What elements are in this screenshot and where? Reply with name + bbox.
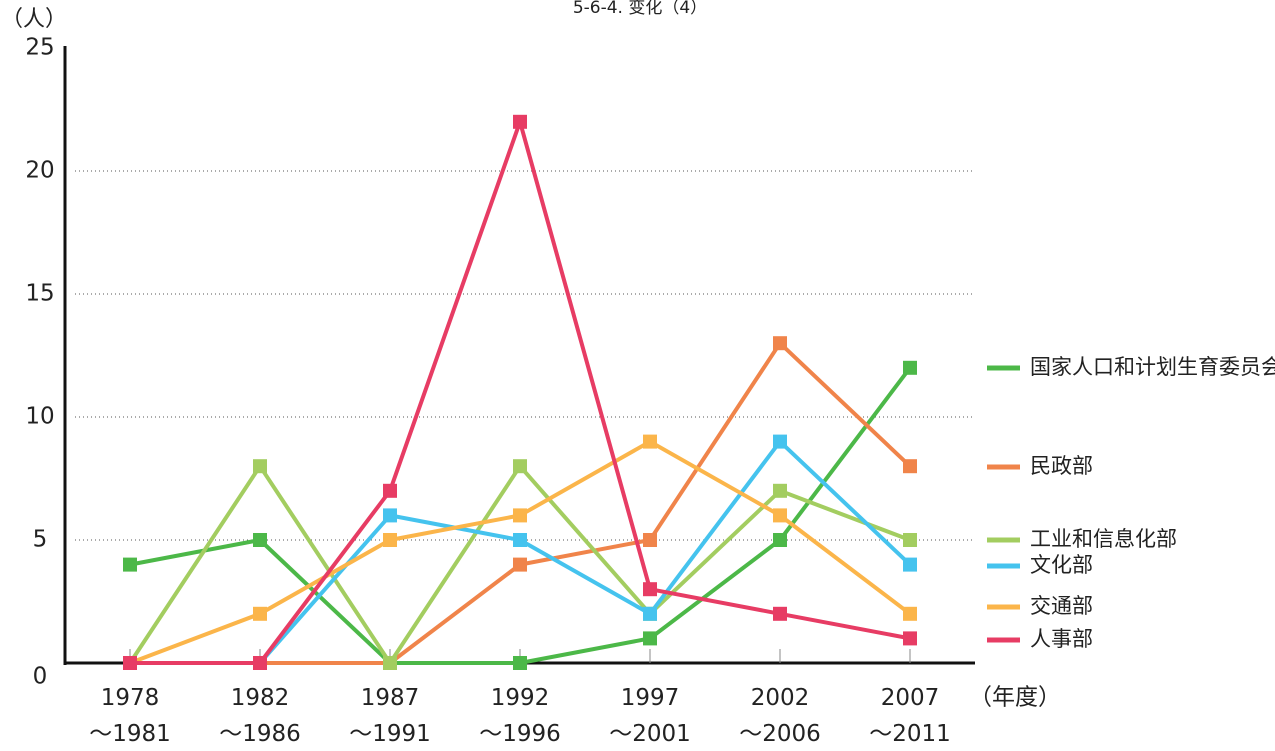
point-marker: [253, 606, 267, 621]
x-tick-label: 2002 ～2006: [739, 685, 821, 747]
legend-label: 交通部: [1030, 594, 1093, 618]
point-marker: [513, 656, 527, 670]
point-marker: [513, 557, 527, 572]
y-tick-label: 0: [33, 664, 48, 690]
point-marker: [773, 533, 787, 547]
point-marker: [773, 483, 787, 498]
legend-label: 工业和信息化部: [1030, 527, 1177, 551]
point-marker: [253, 656, 267, 670]
point-marker: [903, 606, 917, 621]
x-tick-label: 1992 ～1996: [479, 685, 561, 747]
point-marker: [513, 459, 527, 474]
point-marker: [123, 656, 137, 670]
point-marker: [773, 336, 787, 351]
x-tick-label: 1982 ～1986: [219, 685, 301, 747]
y-tick-label: 10: [25, 404, 54, 430]
point-marker: [643, 434, 657, 449]
point-marker: [513, 533, 527, 547]
point-marker: [643, 606, 657, 621]
y-tick-label: 5: [33, 527, 48, 553]
point-marker: [643, 631, 657, 646]
x-tick-label: 1997 ～2001: [609, 685, 691, 747]
legend-label: 文化部: [1030, 553, 1093, 577]
y-tick-label: 25: [25, 35, 54, 61]
y-tick-label: 20: [25, 158, 54, 184]
point-marker: [903, 631, 917, 646]
point-marker: [773, 508, 787, 523]
point-marker: [383, 533, 397, 547]
point-marker: [383, 656, 397, 670]
y-tick-label: 15: [25, 281, 54, 307]
series-line: [129, 439, 912, 665]
point-marker: [383, 508, 397, 523]
x-tick-label: 2007 ～2011: [869, 685, 951, 747]
legend-label: 人事部: [1030, 627, 1093, 651]
point-marker: [903, 533, 917, 547]
legend-label: 国家人口和计划生育委员会: [1030, 355, 1275, 379]
point-marker: [253, 533, 267, 547]
point-marker: [643, 533, 657, 547]
point-marker: [903, 557, 917, 572]
point-marker: [513, 508, 527, 523]
point-marker: [773, 434, 787, 449]
point-marker: [123, 557, 137, 572]
x-axis-label: （年度）: [969, 685, 1061, 711]
series-line: [130, 439, 912, 665]
point-marker: [903, 360, 917, 375]
point-marker: [773, 606, 787, 621]
x-tick-label: 1987 ～1991: [349, 685, 431, 747]
chart-title: 5-6-4. 变化（4）: [573, 0, 707, 18]
point-marker: [643, 582, 657, 597]
y-axis-label: （人）: [1, 7, 67, 32]
point-marker: [903, 459, 917, 474]
x-tick-label: 1978 ～1981: [89, 685, 171, 747]
legend-label: 民政部: [1030, 454, 1093, 478]
point-marker: [383, 483, 397, 498]
point-marker: [513, 114, 527, 129]
series-line: [130, 119, 911, 665]
point-marker: [253, 459, 267, 474]
